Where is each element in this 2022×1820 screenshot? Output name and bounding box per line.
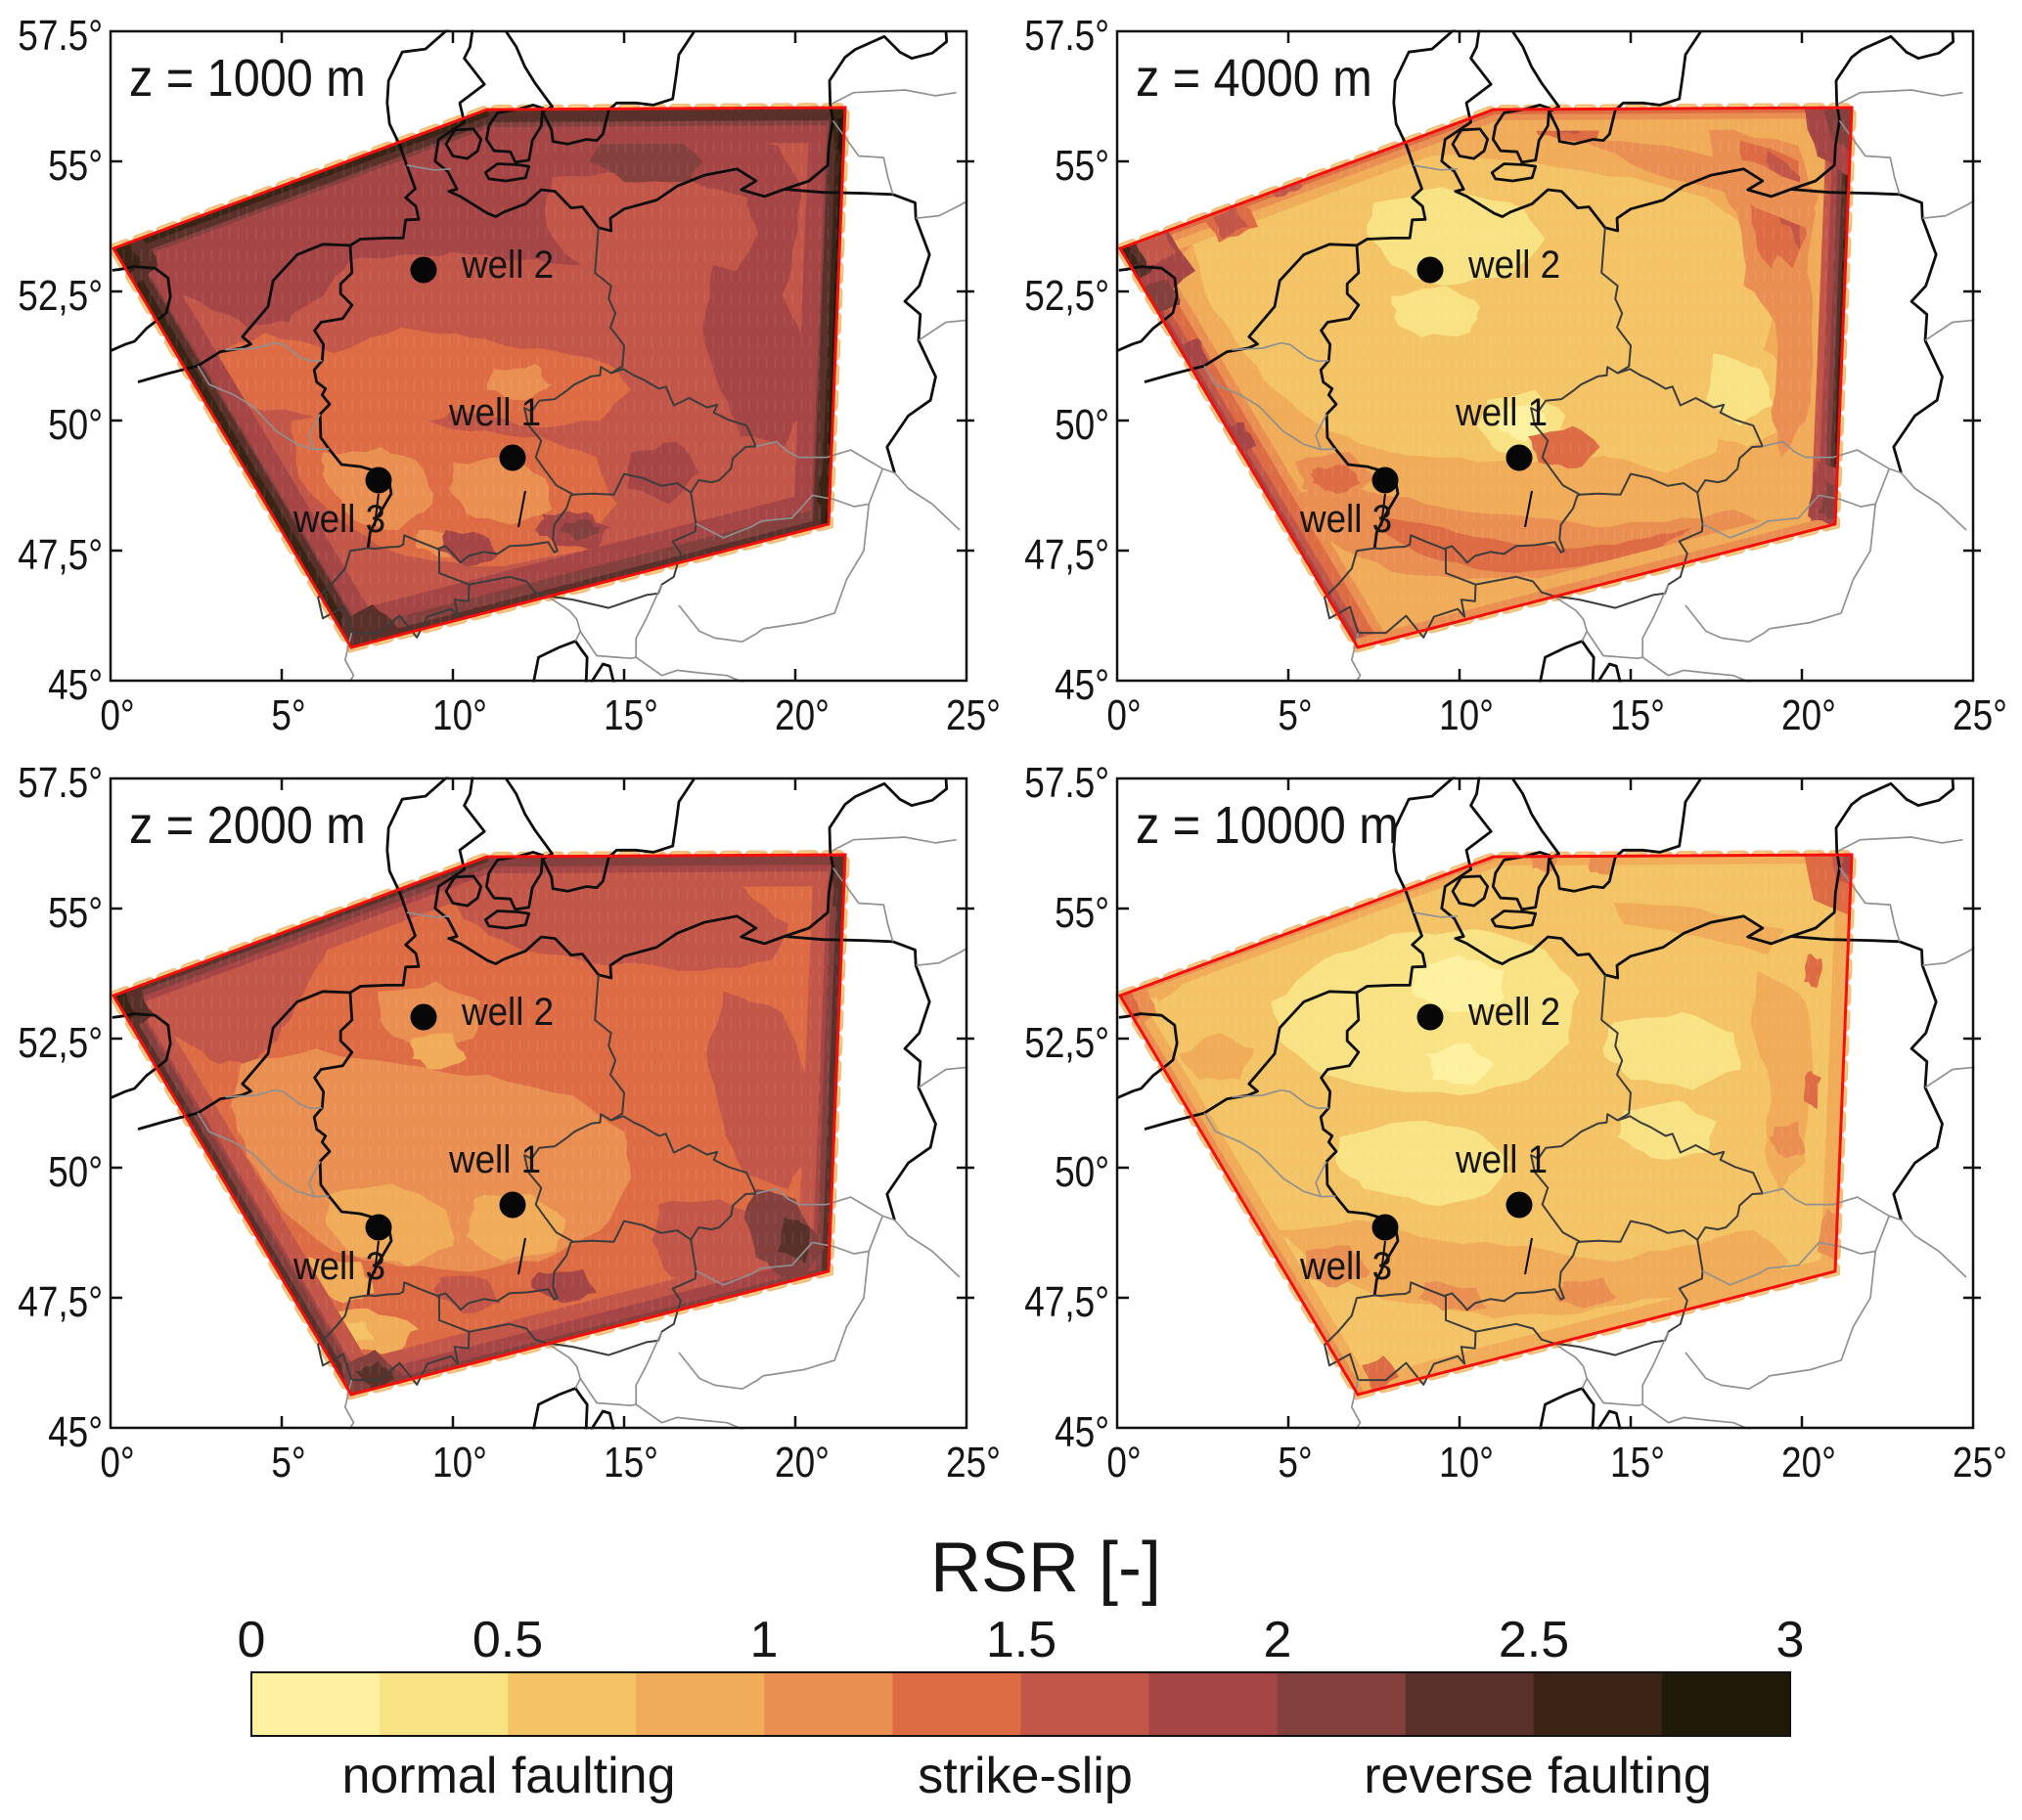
svg-text:47,5°: 47,5° — [1024, 1277, 1109, 1326]
svg-text:20°: 20° — [1781, 690, 1836, 739]
svg-text:5°: 5° — [271, 690, 305, 739]
svg-text:0°: 0° — [1106, 1438, 1141, 1487]
svg-text:52,5°: 52,5° — [1024, 1018, 1109, 1067]
svg-text:2.5: 2.5 — [1499, 1612, 1569, 1668]
svg-text:47,5°: 47,5° — [18, 1277, 103, 1326]
svg-text:52,5°: 52,5° — [1024, 271, 1109, 320]
svg-text:55°: 55° — [1055, 888, 1109, 937]
svg-text:strike-slip: strike-slip — [918, 1748, 1133, 1804]
svg-text:10°: 10° — [432, 1438, 487, 1487]
svg-text:5°: 5° — [1278, 1438, 1312, 1487]
svg-text:50°: 50° — [1055, 1147, 1109, 1196]
svg-text:10°: 10° — [1439, 690, 1494, 739]
svg-text:25°: 25° — [1953, 1438, 2007, 1487]
svg-text:15°: 15° — [604, 690, 658, 739]
svg-text:57.5°: 57.5° — [18, 11, 103, 60]
svg-text:5°: 5° — [271, 1438, 305, 1487]
svg-text:55°: 55° — [1055, 141, 1109, 190]
svg-text:52,5°: 52,5° — [18, 271, 103, 320]
svg-text:47,5°: 47,5° — [1024, 530, 1109, 579]
svg-text:z = 2000 m: z = 2000 m — [129, 795, 366, 855]
svg-text:normal faulting: normal faulting — [341, 1748, 675, 1804]
svg-text:55°: 55° — [48, 888, 103, 937]
svg-text:15°: 15° — [1610, 690, 1665, 739]
svg-text:20°: 20° — [775, 1438, 830, 1487]
svg-text:0.5: 0.5 — [472, 1612, 543, 1668]
svg-text:0: 0 — [238, 1612, 266, 1668]
svg-text:47,5°: 47,5° — [18, 530, 103, 579]
svg-text:57.5°: 57.5° — [18, 758, 103, 807]
svg-text:well 2: well 2 — [461, 991, 554, 1035]
svg-text:5°: 5° — [1278, 690, 1312, 739]
svg-text:0°: 0° — [1106, 690, 1141, 739]
svg-text:45°: 45° — [48, 660, 103, 709]
svg-text:50°: 50° — [48, 400, 103, 449]
svg-text:z = 4000 m: z = 4000 m — [1136, 48, 1372, 108]
svg-text:15°: 15° — [604, 1438, 658, 1487]
svg-text:45°: 45° — [1055, 660, 1109, 709]
svg-text:25°: 25° — [946, 690, 1001, 739]
svg-text:10°: 10° — [1439, 1438, 1494, 1487]
svg-text:20°: 20° — [1781, 1438, 1836, 1487]
svg-text:RSR [-]: RSR [-] — [930, 1529, 1161, 1607]
svg-text:well 2: well 2 — [461, 244, 554, 288]
svg-text:well 1: well 1 — [448, 391, 541, 435]
svg-text:10°: 10° — [432, 690, 487, 739]
svg-text:well 1: well 1 — [1455, 1138, 1548, 1182]
svg-text:52,5°: 52,5° — [18, 1018, 103, 1067]
svg-text:25°: 25° — [1953, 690, 2007, 739]
svg-text:50°: 50° — [1055, 400, 1109, 449]
svg-text:25°: 25° — [946, 1438, 1001, 1487]
svg-text:well 2: well 2 — [1467, 991, 1560, 1035]
svg-text:0°: 0° — [100, 690, 134, 739]
svg-text:z = 10000 m: z = 10000 m — [1136, 795, 1399, 855]
svg-text:20°: 20° — [775, 690, 830, 739]
svg-text:57.5°: 57.5° — [1024, 11, 1109, 60]
svg-text:57.5°: 57.5° — [1024, 758, 1109, 807]
svg-text:45°: 45° — [48, 1407, 103, 1456]
svg-text:well 3: well 3 — [292, 1245, 385, 1289]
svg-text:well 1: well 1 — [1455, 391, 1548, 435]
svg-text:0°: 0° — [100, 1438, 134, 1487]
svg-text:50°: 50° — [48, 1147, 103, 1196]
svg-text:3: 3 — [1776, 1612, 1805, 1668]
svg-text:well 3: well 3 — [1299, 498, 1392, 542]
svg-text:1: 1 — [750, 1612, 779, 1668]
svg-text:2: 2 — [1264, 1612, 1292, 1668]
svg-text:well 3: well 3 — [1299, 1245, 1392, 1289]
svg-text:reverse faulting: reverse faulting — [1364, 1748, 1712, 1804]
svg-text:well 1: well 1 — [448, 1138, 541, 1182]
svg-text:well 2: well 2 — [1467, 244, 1560, 288]
svg-text:55°: 55° — [48, 141, 103, 190]
svg-text:45°: 45° — [1055, 1407, 1109, 1456]
svg-text:well 3: well 3 — [292, 498, 385, 542]
svg-text:z = 1000 m: z = 1000 m — [129, 48, 366, 108]
svg-text:1.5: 1.5 — [986, 1612, 1056, 1668]
svg-text:15°: 15° — [1610, 1438, 1665, 1487]
